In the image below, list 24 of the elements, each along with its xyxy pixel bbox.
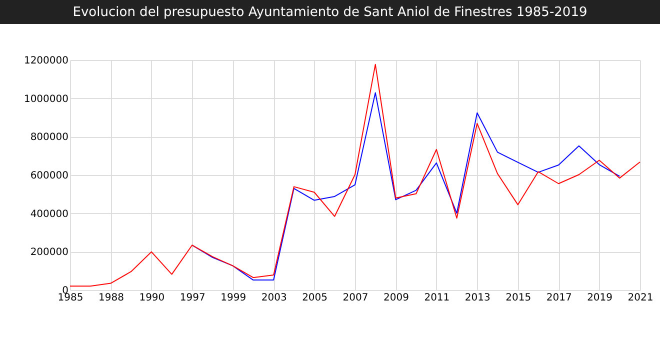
y-tick-label: 1000000 [24, 94, 68, 105]
x-tick-label: 2017 [546, 292, 572, 304]
x-tick-label: 1999 [220, 292, 246, 304]
x-tick-label: 2021 [628, 292, 654, 304]
x-tick-label: 2013 [464, 292, 490, 304]
y-tick-label: 400000 [30, 208, 68, 220]
x-tick-label: 2005 [302, 292, 328, 304]
x-tick-label: 1997 [180, 292, 206, 304]
x-tick-label: 1988 [98, 292, 124, 304]
y-tick-label: 600000 [30, 170, 68, 182]
x-tick-label: 2003 [261, 292, 287, 304]
chart-title: Evolucion del presupuesto Ayuntamiento de Sant Aniol de Finestres 1985-2019 [72, 5, 588, 20]
y-tick-label: 800000 [30, 132, 68, 144]
y-tick-label: 200000 [30, 247, 68, 258]
x-tick-label: 2019 [587, 292, 613, 304]
x-tick-label: 2007 [342, 292, 368, 304]
x-tick-label: 1990 [139, 292, 165, 304]
line-series [70, 64, 640, 287]
y-tick-label: 1200000 [24, 56, 68, 66]
x-tick-label: 2009 [383, 292, 409, 304]
line-series [192, 92, 620, 281]
x-tick-label: 1985 [58, 292, 84, 304]
x-tick-label: 2015 [506, 292, 532, 304]
x-tick-label: 2011 [424, 292, 450, 304]
